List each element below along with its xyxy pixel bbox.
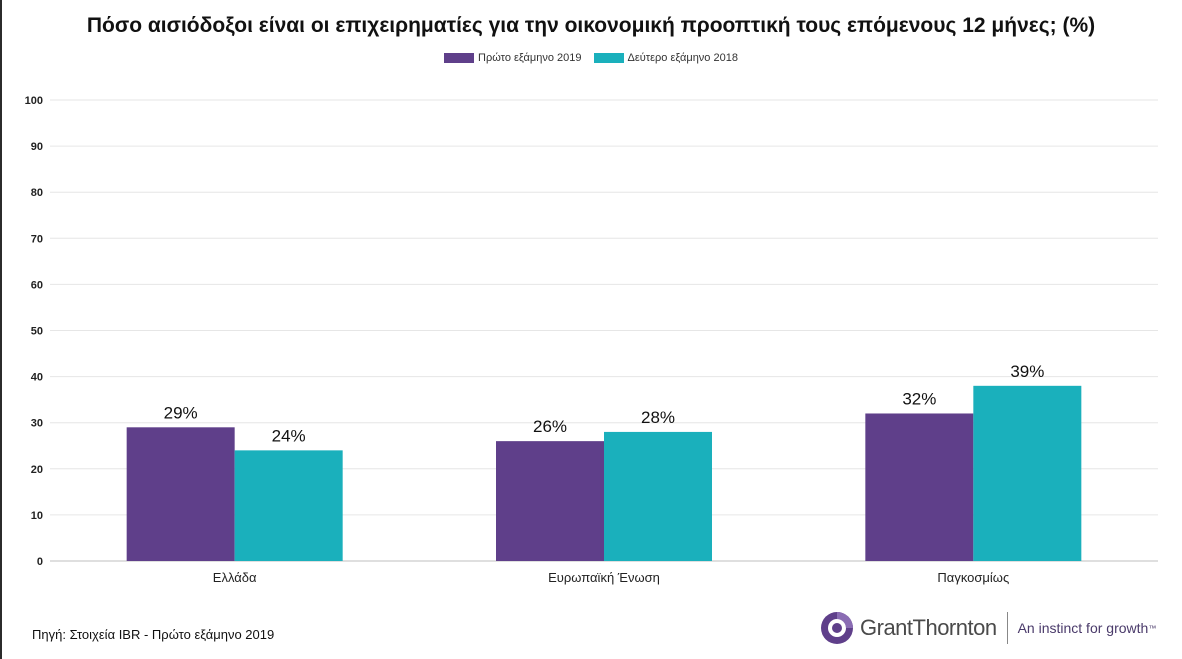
bar-1-3	[865, 413, 974, 561]
bar-2-3	[973, 385, 1082, 561]
legend-swatch-series-2	[593, 53, 624, 63]
bar-1-1	[126, 427, 235, 561]
chart-title: Πόσο αισιόδοξοι είναι οι επιχειρηματίες …	[86, 14, 1096, 37]
legend-swatch-series-1	[444, 53, 475, 63]
data-label: 39%	[1010, 362, 1044, 381]
data-label: 24%	[272, 426, 306, 445]
data-label: 26%	[533, 417, 567, 436]
legend-label-series-1: Πρώτο εξάμηνο 2019	[478, 52, 582, 64]
bar-2-1	[234, 450, 343, 561]
source-note: Πηγή: Στοιχεία IBR - Πρώτο εξάμηνο 2019	[32, 627, 275, 642]
x-tick-label: Παγκοσμίως	[937, 570, 1009, 585]
logo-separator	[1006, 612, 1008, 644]
y-tick-label: 100	[25, 95, 43, 107]
bar-chart: 0 10 20 30 40 50 60 70 80 90 100 29% 24% Ελλάδα 26% 28%…	[25, 95, 1158, 585]
x-tick-label: Ελλάδα	[213, 570, 257, 585]
legend-item-series-2: Δεύτερο εξάμηνο 2018	[593, 52, 738, 64]
y-tick-label: 70	[31, 233, 43, 245]
bar-2-2	[604, 431, 712, 561]
logo-trademark: ™	[1148, 623, 1157, 633]
logo-tagline: An instinct for growth	[1017, 620, 1149, 636]
bar-1-2	[496, 441, 604, 561]
grant-thornton-logo: GrantThornton An instinct for growth ™	[820, 610, 1156, 646]
grant-thornton-logo-icon	[821, 612, 853, 644]
data-label: 29%	[164, 403, 198, 422]
y-tick-label: 20	[31, 464, 43, 476]
left-border	[0, 0, 2, 659]
legend-item-series-1: Πρώτο εξάμηνο 2019	[444, 52, 582, 64]
y-tick-label: 10	[31, 510, 43, 522]
data-label: 28%	[641, 408, 675, 427]
data-label: 32%	[902, 389, 936, 408]
y-tick-label: 90	[31, 141, 43, 153]
legend-label-series-2: Δεύτερο εξάμηνο 2018	[627, 52, 738, 64]
y-tick-label: 60	[31, 279, 43, 291]
y-tick-label: 80	[31, 187, 43, 199]
legend: Πρώτο εξάμηνο 2019 Δεύτερο εξάμηνο 2018	[0, 52, 1182, 64]
x-tick-label: Ευρωπαϊκή Ένωση	[548, 570, 660, 585]
y-tick-label: 0	[37, 556, 43, 568]
y-tick-label: 30	[31, 418, 43, 430]
y-tick-label: 50	[31, 326, 43, 338]
y-tick-label: 40	[31, 372, 43, 384]
logo-brand: GrantThornton	[860, 615, 997, 640]
